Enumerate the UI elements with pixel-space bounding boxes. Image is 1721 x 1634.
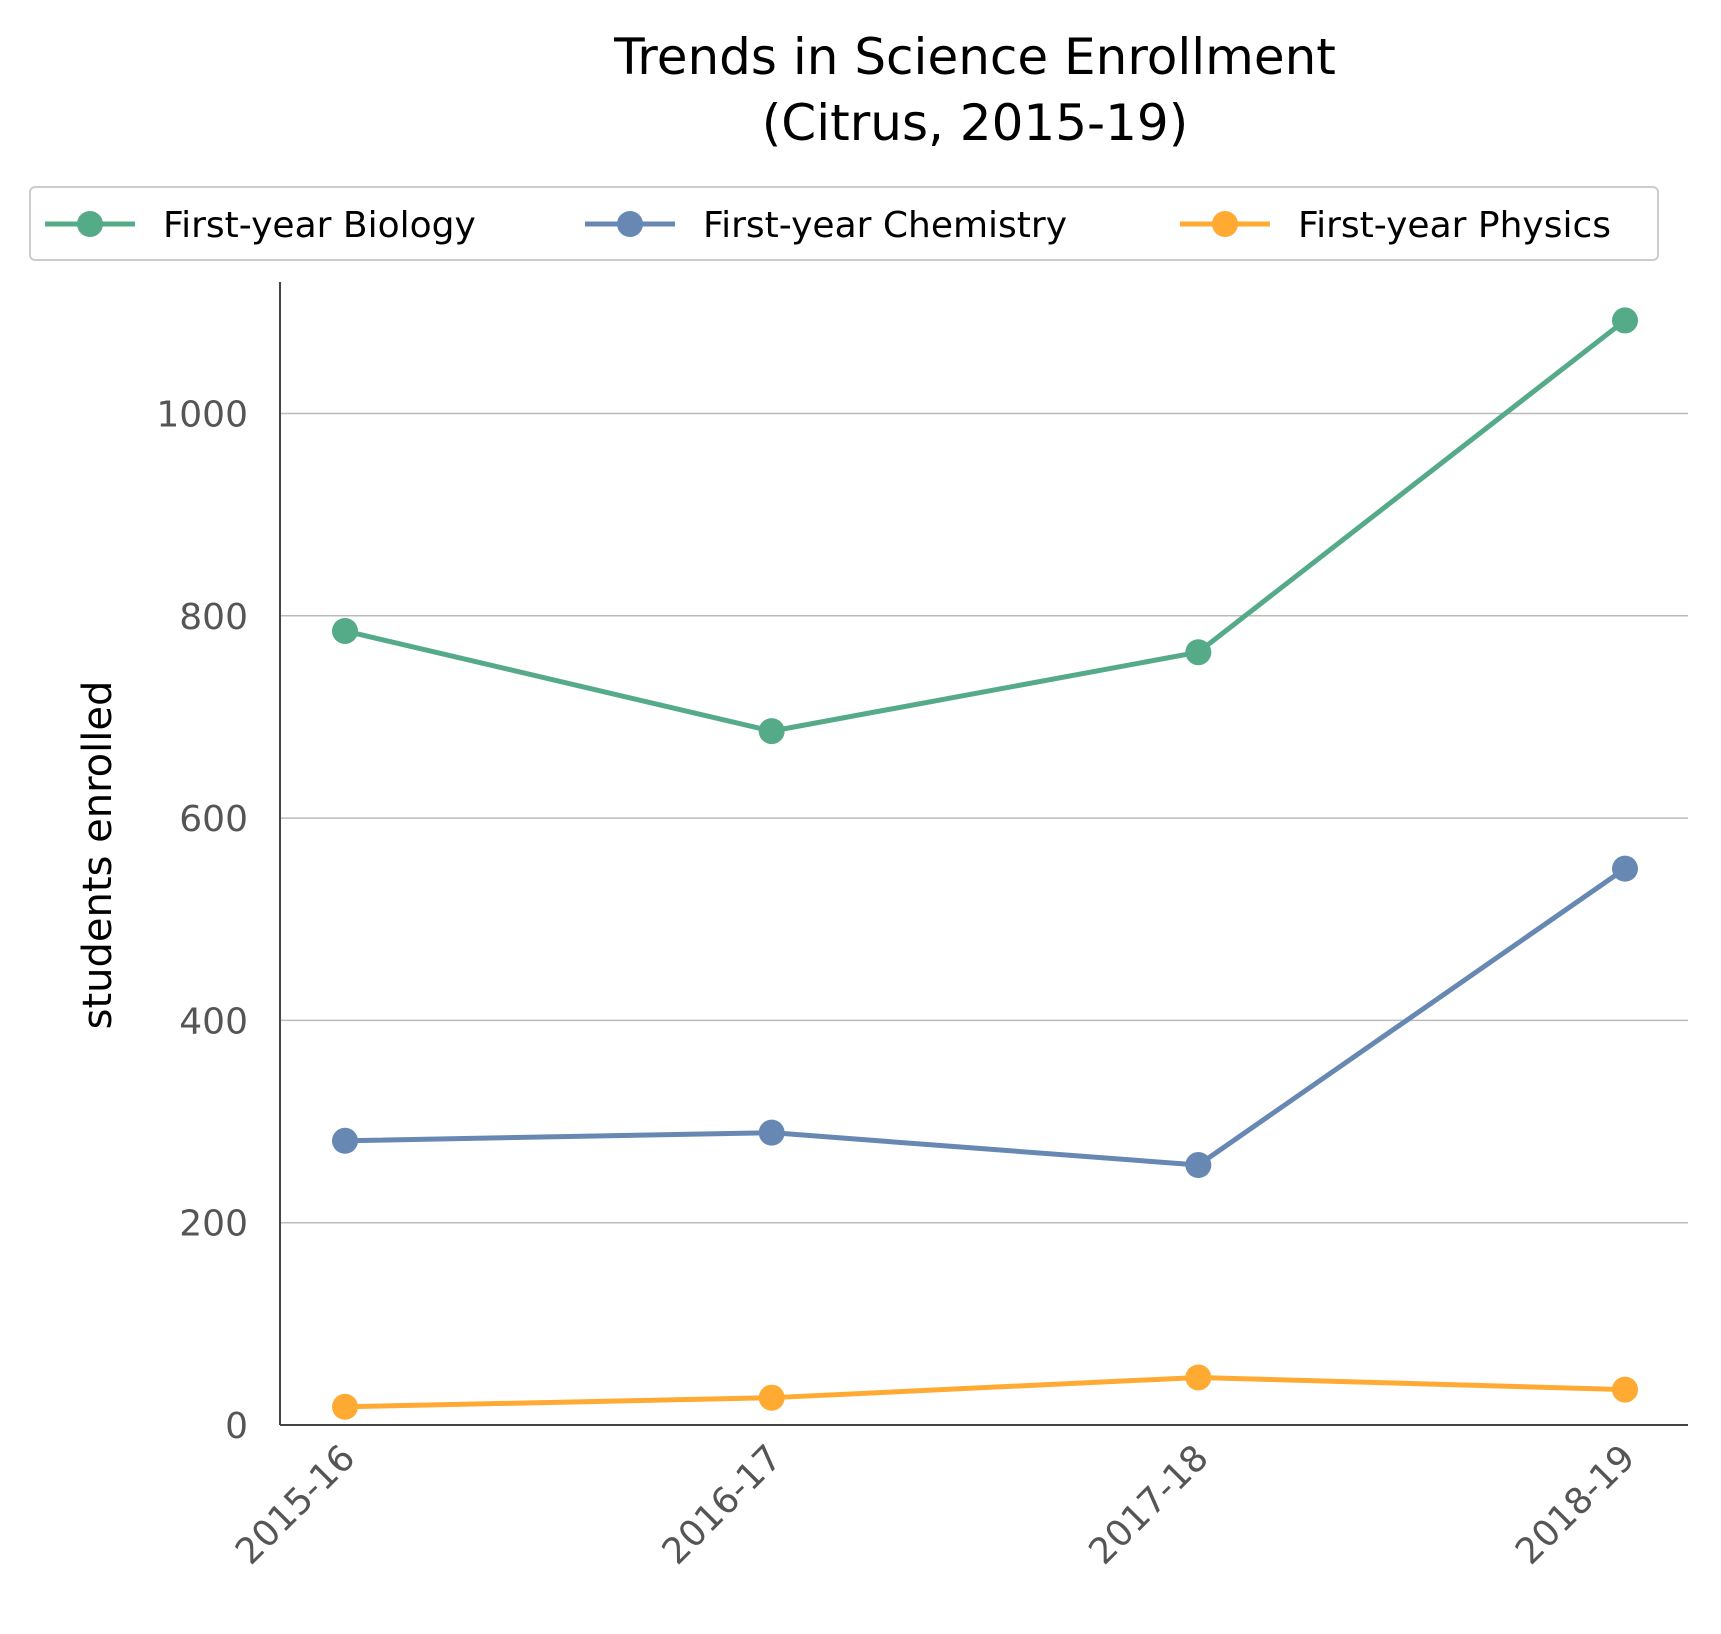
grid-lines: [280, 412, 1688, 1224]
series-line: [344, 318, 1627, 734]
legend-swatch-marker: [77, 211, 103, 237]
x-tick-label: 2015-16: [228, 1437, 363, 1572]
y-tick-label: 0: [225, 1406, 248, 1447]
y-tick-label: 400: [179, 1001, 248, 1042]
data-point: [332, 1393, 358, 1420]
data-point: [1185, 1152, 1212, 1179]
legend-entry-label: First-year Physics: [1298, 205, 1611, 246]
y-axis-label: students enrolled: [75, 681, 121, 1030]
chart-title-line-1: Trends in Science Enrollment: [613, 28, 1336, 86]
legend: First-year Biology First-year Chemistry Fi…: [29, 186, 1659, 261]
x-tick-label: 2017-18: [1081, 1437, 1216, 1572]
data-point: [1612, 307, 1638, 334]
x-tick-label: 2016-17: [655, 1437, 790, 1572]
chart-title-line-2: (Citrus, 2015-19): [762, 94, 1188, 152]
data-point: [1612, 855, 1638, 882]
data-point: [1185, 1364, 1212, 1391]
data-point: [1612, 1376, 1638, 1403]
y-tick-label: 800: [179, 597, 248, 638]
data-point: [758, 1119, 785, 1146]
y-tick-label: 200: [179, 1204, 248, 1245]
legend-entry-label: First-year Biology: [163, 205, 476, 246]
series-line: [344, 1374, 1626, 1410]
legend-swatch-marker: [1212, 211, 1238, 237]
legend-entry-label: First-year Chemistry: [703, 205, 1067, 246]
data-point: [758, 718, 785, 745]
y-tick-label: 1000: [156, 394, 248, 435]
data-point: [332, 617, 358, 644]
data-point: [332, 1127, 358, 1154]
x-tick-label: 2018-19: [1508, 1437, 1643, 1572]
y-axis-ticks: 0 200 400 600 800 1000: [156, 394, 248, 1447]
data-point: [758, 1384, 785, 1411]
legend-swatch-marker: [617, 211, 643, 237]
data-point: [1185, 639, 1212, 666]
x-axis-ticks: 2015-16 2016-17 2017-18 2018-19: [228, 1437, 1643, 1572]
y-tick-label: 600: [179, 799, 248, 840]
series-group: [332, 307, 1638, 1420]
series-line: [344, 866, 1627, 1168]
legend-frame: [29, 186, 1659, 261]
